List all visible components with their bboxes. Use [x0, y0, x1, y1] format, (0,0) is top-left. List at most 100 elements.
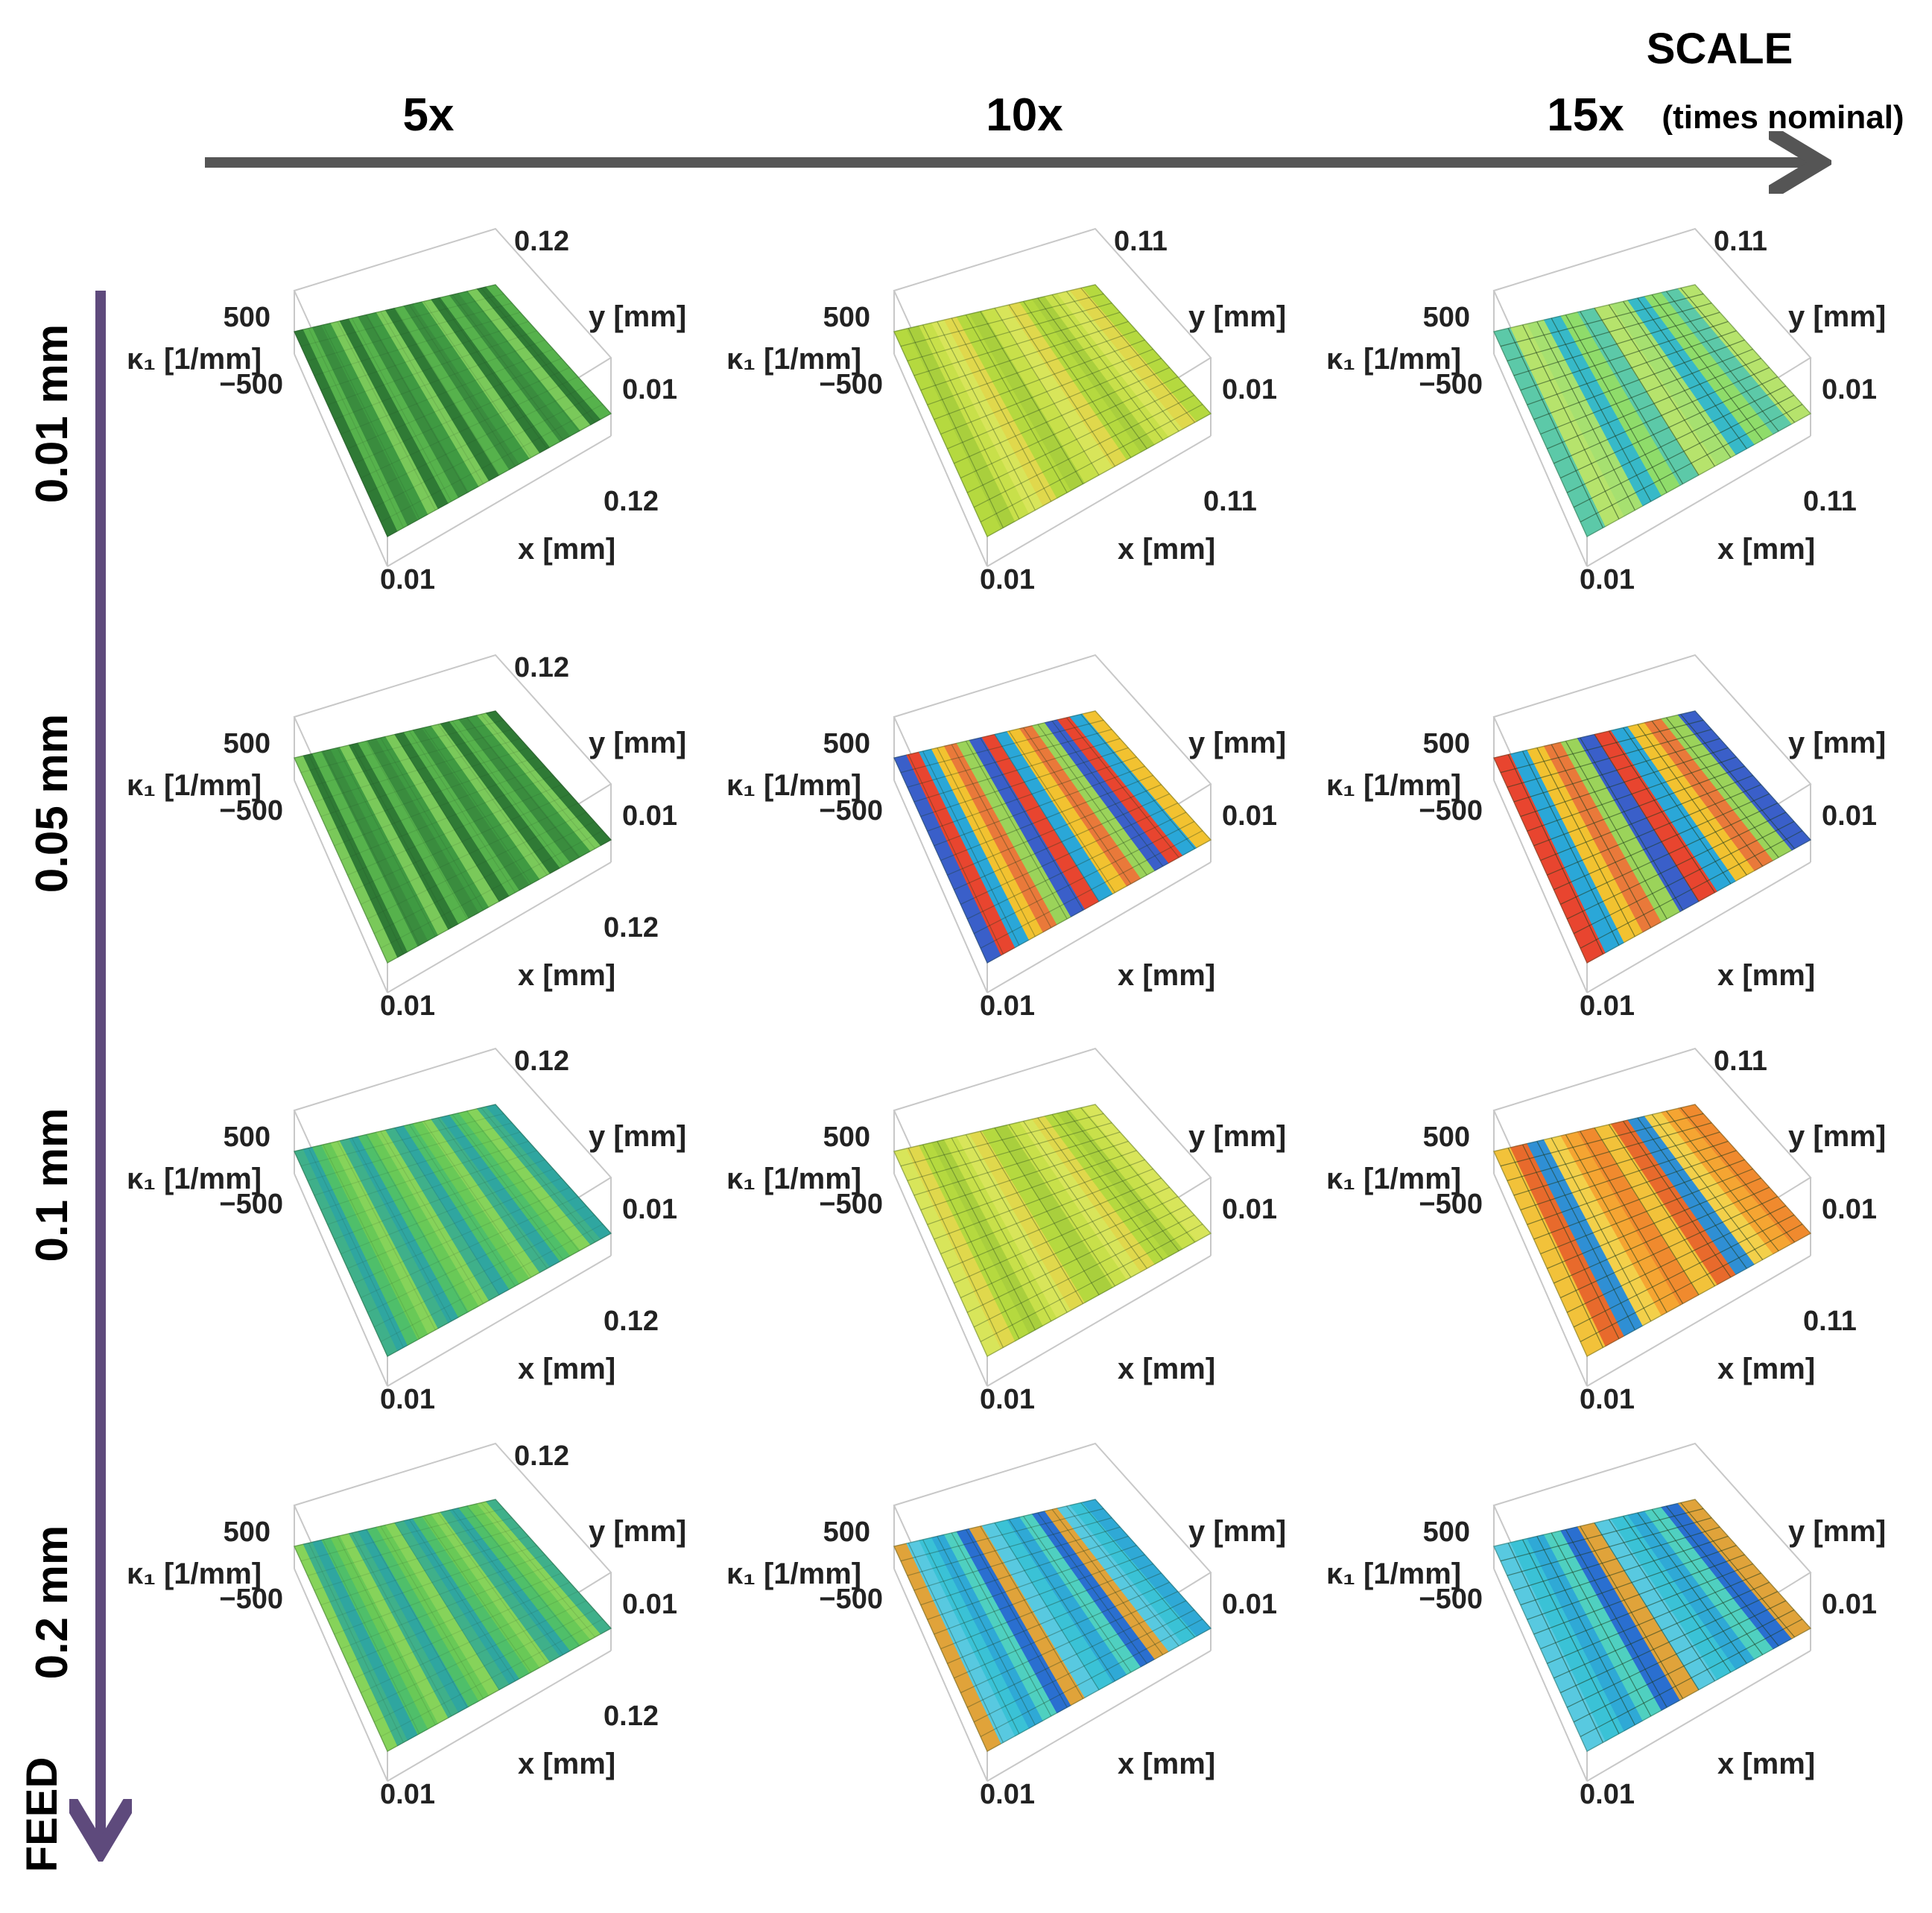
z-tick-max: 500	[224, 1122, 270, 1153]
z-axis-label: κ₁ [1/mm]	[1326, 769, 1461, 802]
surface-plot-r4-c3: 500 κ₁ [1/mm]−500 y [mm] x [mm] 0.01 0.01	[1326, 1442, 1886, 1810]
y-tick-min: 0.01	[1222, 374, 1277, 405]
z-tick-min: −500	[819, 795, 883, 826]
x-tick-min: 0.01	[980, 990, 1035, 1022]
row-label-0.01mm: 0.01 mm	[27, 324, 77, 503]
curvature-surface	[293, 284, 612, 538]
z-tick-min: −500	[819, 1584, 883, 1615]
z-tick-max: 500	[1423, 302, 1470, 333]
surface-plot-r4-c1: 500 κ₁ [1/mm]−500 y [mm] x [mm] 0.12 0.01 0.12…	[127, 1441, 686, 1810]
z-tick-max: 500	[224, 1517, 270, 1548]
x-axis-label: x [mm]	[1717, 1748, 1815, 1780]
surface-plot-r1-c2: 500 κ₁ [1/mm]−500 y [mm] x [mm] 0.11 0.01 0.11…	[726, 226, 1286, 595]
z-axis-label: κ₁ [1/mm]	[127, 1163, 262, 1195]
z-tick-max: 500	[1423, 1122, 1470, 1153]
y-axis-label: y [mm]	[1788, 1515, 1886, 1548]
z-tick-max: 500	[823, 1517, 870, 1548]
x-tick-max: 0.12	[604, 1701, 659, 1732]
surface-plot-r3-c3: 500 κ₁ [1/mm]−500 y [mm] x [mm] 0.11 0.01 0.11…	[1326, 1046, 1886, 1415]
surface-plot-r1-c1: 500 κ₁ [1/mm]−500 y [mm] x [mm] 0.12 0.01 0.12…	[127, 226, 686, 595]
x-tick-min: 0.01	[980, 1779, 1035, 1810]
curvature-surface	[1492, 710, 1812, 964]
curvature-surface	[293, 710, 612, 964]
x-axis-label: x [mm]	[518, 533, 615, 566]
column-label-5x: 5x	[403, 89, 455, 141]
z-axis-label: κ₁ [1/mm]	[726, 1558, 861, 1590]
y-tick-max: 0.11	[1114, 226, 1168, 257]
y-axis-label: y [mm]	[1188, 1515, 1286, 1548]
x-axis-label: x [mm]	[1118, 1748, 1215, 1780]
z-tick-max: 500	[823, 1122, 870, 1153]
y-axis-label: y [mm]	[1788, 1120, 1886, 1153]
z-tick-min: −500	[819, 1189, 883, 1220]
surface-plot-r3-c2: 500 κ₁ [1/mm]−500 y [mm] x [mm] 0.01 0.01	[726, 1047, 1286, 1415]
z-tick-min: −500	[1419, 1584, 1483, 1615]
y-tick-min: 0.01	[622, 800, 677, 832]
surface-plot-r4-c2: 500 κ₁ [1/mm]−500 y [mm] x [mm] 0.01 0.01	[726, 1442, 1286, 1810]
x-axis-label: x [mm]	[518, 1748, 615, 1780]
z-tick-max: 500	[224, 728, 270, 759]
scale-title: SCALE	[1647, 25, 1793, 73]
surface-plot-r1-c3: 500 κ₁ [1/mm]−500 y [mm] x [mm] 0.11 0.01 0.11…	[1326, 226, 1886, 595]
z-axis-label: κ₁ [1/mm]	[127, 769, 262, 802]
surface-plot-r2-c3: 500 κ₁ [1/mm]−500 y [mm] x [mm] 0.01 0.01	[1326, 654, 1886, 1022]
feed-title: FEED	[18, 1757, 66, 1873]
y-tick-min: 0.01	[622, 1589, 677, 1620]
x-tick-min: 0.01	[380, 990, 435, 1022]
y-tick-max: 0.12	[514, 1441, 569, 1472]
column-label-15x: 15x	[1547, 89, 1624, 141]
x-tick-min: 0.01	[380, 1384, 435, 1415]
z-tick-max: 500	[823, 728, 870, 759]
x-axis-label: x [mm]	[518, 959, 615, 992]
x-axis-label: x [mm]	[1717, 1353, 1815, 1385]
y-tick-max: 0.12	[514, 652, 569, 683]
y-tick-max: 0.12	[514, 1046, 569, 1077]
y-tick-min: 0.01	[1822, 374, 1877, 405]
surface-plot-r2-c2: 500 κ₁ [1/mm]−500 y [mm] x [mm] 0.01 0.01	[726, 654, 1286, 1022]
curvature-surface	[293, 1499, 612, 1753]
z-tick-max: 500	[1423, 1517, 1470, 1548]
z-tick-min: −500	[219, 1584, 283, 1615]
curvature-surface	[1492, 1499, 1812, 1753]
y-axis-label: y [mm]	[1188, 300, 1286, 333]
x-tick-min: 0.01	[380, 1779, 435, 1810]
column-label-10x: 10x	[986, 89, 1063, 141]
z-tick-min: −500	[219, 795, 283, 826]
x-tick-max: 0.12	[604, 912, 659, 943]
surface-plot-r2-c1: 500 κ₁ [1/mm]−500 y [mm] x [mm] 0.12 0.01 0.12…	[127, 652, 686, 1022]
z-axis-label: κ₁ [1/mm]	[1326, 1558, 1461, 1590]
z-axis-label: κ₁ [1/mm]	[127, 343, 262, 376]
y-tick-max: 0.11	[1714, 226, 1767, 257]
z-axis-label: κ₁ [1/mm]	[1326, 1163, 1461, 1195]
z-axis-label: κ₁ [1/mm]	[127, 1558, 262, 1590]
y-tick-min: 0.01	[1822, 800, 1877, 832]
z-tick-min: −500	[219, 369, 283, 400]
z-tick-min: −500	[1419, 1189, 1483, 1220]
x-tick-max: 0.11	[1203, 486, 1257, 517]
curvature-surface	[893, 710, 1212, 964]
curvature-surface	[1492, 284, 1812, 538]
x-tick-min: 0.01	[1580, 1384, 1635, 1415]
y-tick-min: 0.01	[1222, 1194, 1277, 1225]
y-tick-min: 0.01	[1222, 1589, 1277, 1620]
y-tick-max: 0.11	[1714, 1046, 1767, 1077]
curvature-surface	[893, 284, 1212, 538]
y-axis-label: y [mm]	[1188, 727, 1286, 759]
y-tick-min: 0.01	[622, 1194, 677, 1225]
curvature-surface	[893, 1104, 1212, 1358]
y-axis-label: y [mm]	[589, 1515, 686, 1548]
x-axis-label: x [mm]	[1717, 533, 1815, 566]
y-axis-label: y [mm]	[589, 727, 686, 759]
x-axis-label: x [mm]	[1717, 959, 1815, 992]
x-axis-label: x [mm]	[1118, 1353, 1215, 1385]
scale-subtitle: (times nominal)	[1662, 99, 1904, 136]
x-tick-min: 0.01	[1580, 564, 1635, 595]
x-tick-min: 0.01	[980, 564, 1035, 595]
z-tick-max: 500	[1423, 728, 1470, 759]
z-tick-max: 500	[823, 302, 870, 333]
x-tick-max: 0.11	[1803, 1306, 1857, 1337]
curvature-surface	[893, 1499, 1212, 1753]
x-tick-min: 0.01	[380, 564, 435, 595]
